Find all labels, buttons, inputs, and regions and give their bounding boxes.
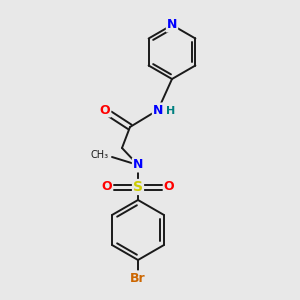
Text: O: O — [164, 181, 174, 194]
Text: N: N — [133, 158, 143, 172]
Text: Br: Br — [130, 272, 146, 284]
Text: CH₃: CH₃ — [91, 150, 109, 160]
Text: S: S — [133, 180, 143, 194]
Text: O: O — [100, 103, 110, 116]
Text: O: O — [102, 181, 112, 194]
Text: H: H — [167, 106, 176, 116]
Text: N: N — [167, 19, 177, 32]
Text: N: N — [153, 103, 163, 116]
